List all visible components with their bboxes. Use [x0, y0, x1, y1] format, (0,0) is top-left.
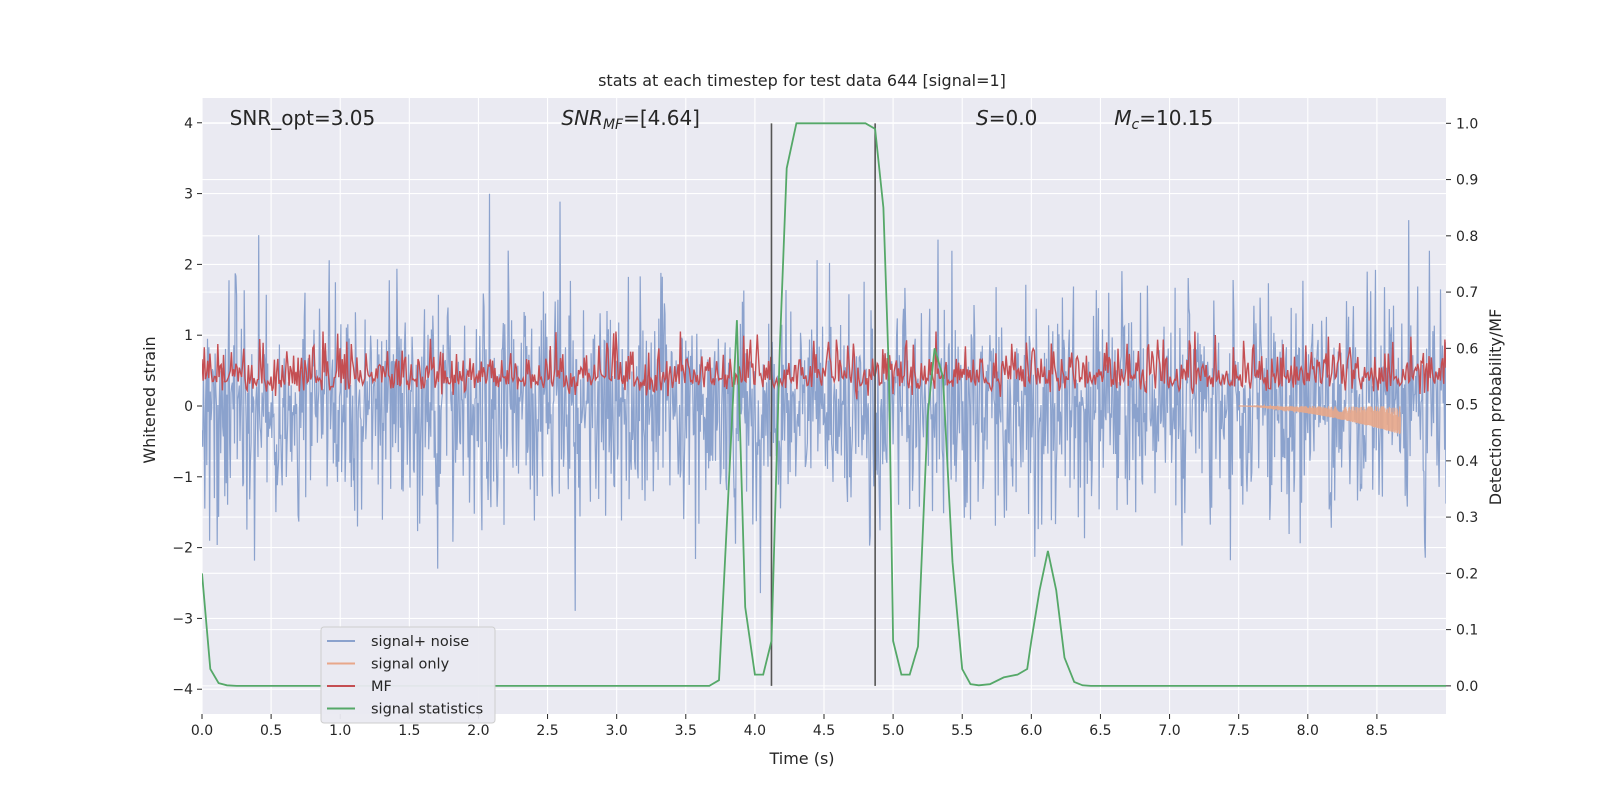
x-tick-label: 4.5 [813, 723, 835, 739]
y2-tick-label: 0.3 [1456, 510, 1478, 526]
legend-box [320, 626, 496, 724]
legend-label: signal only [371, 657, 450, 673]
x-tick-label: 1.5 [398, 723, 420, 739]
y2-tick-label: 0.2 [1456, 566, 1478, 582]
x-tick-label: 1.0 [329, 723, 351, 739]
y2-tick-label: 0.7 [1456, 285, 1478, 301]
x-tick-label: 2.5 [536, 723, 558, 739]
x-tick-label: 5.0 [882, 723, 904, 739]
y2-tick-label: 0.8 [1456, 229, 1478, 245]
series-signal-noise [202, 193, 1446, 611]
y-axis-ticks-left: −4 −3 −2 −1 0 1 2 3 4 [172, 116, 202, 698]
vlines [770, 123, 876, 686]
x-tick-label: 8.0 [1297, 723, 1319, 739]
x-axis-label: Time (s) [768, 749, 834, 768]
y2-tick-label: 0.5 [1456, 398, 1478, 414]
x-tick-label: 8.5 [1366, 723, 1388, 739]
y2-tick-label: 0.9 [1456, 173, 1478, 189]
legend-label: signal+ noise [371, 634, 469, 650]
y-tick-label: −4 [172, 682, 193, 698]
y2-tick-label: 0.6 [1456, 341, 1478, 357]
y-tick-label: 2 [184, 257, 193, 273]
y-axis-right-label: Detection probability/MF [1486, 309, 1505, 506]
chart-title: stats at each timestep for test data 644… [598, 71, 1006, 90]
y-tick-label: −1 [172, 470, 193, 486]
annotation: S=0.0 [976, 106, 1037, 130]
y-tick-label: 3 [184, 187, 193, 203]
y-axis-ticks-right: 0.0 0.1 0.2 0.3 0.4 0.5 0.6 0.7 0.8 0.9 1.0 [1446, 116, 1478, 695]
y-tick-label: −3 [172, 611, 193, 627]
x-tick-label: 5.5 [951, 723, 973, 739]
y-tick-label: 0 [184, 399, 193, 415]
x-axis-ticks: 0.0 0.5 1.0 1.5 2.0 2.5 3.0 3.5 4.0 4.5 5.0 5.5 6.0 6… [191, 714, 1388, 739]
plot-area [201, 98, 1446, 714]
legend-label: signal statistics [371, 702, 483, 718]
y2-tick-label: 1.0 [1456, 116, 1478, 132]
x-tick-label: 6.5 [1089, 723, 1111, 739]
y-axis-label: Whitened strain [140, 336, 159, 463]
series-signal-only [1238, 403, 1401, 435]
legend: signal+ noise signal only MF signal statist… [320, 626, 496, 724]
y2-tick-label: 0.4 [1456, 454, 1478, 470]
y2-tick-label: 0.0 [1456, 679, 1478, 695]
annotation: SNRMF=[4.64] [561, 106, 700, 133]
legend-label: MF [371, 679, 392, 695]
x-tick-label: 2.0 [467, 723, 489, 739]
y-tick-label: 1 [184, 328, 193, 344]
x-tick-label: 0.0 [191, 723, 213, 739]
x-tick-label: 7.0 [1158, 723, 1180, 739]
x-tick-label: 4.0 [744, 723, 766, 739]
x-tick-label: 0.5 [260, 723, 282, 739]
x-tick-label: 3.0 [606, 723, 628, 739]
y-tick-label: −2 [172, 541, 193, 557]
annotations: SNR_opt=3.05 SNRMF=[4.64] S=0.0 Mc=10.15 [230, 106, 1214, 133]
annotation: Mc=10.15 [1114, 106, 1213, 133]
y2-tick-label: 0.1 [1456, 623, 1478, 639]
x-tick-label: 3.5 [675, 723, 697, 739]
annotation: SNR_opt=3.05 [230, 106, 376, 130]
x-tick-label: 6.0 [1020, 723, 1042, 739]
series-mf [202, 331, 1446, 400]
y-tick-label: 4 [184, 116, 193, 132]
x-tick-label: 7.5 [1228, 723, 1250, 739]
series-signal-statistics [202, 122, 1446, 687]
